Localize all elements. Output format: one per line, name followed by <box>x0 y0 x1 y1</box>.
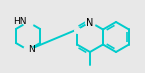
Text: N: N <box>29 45 35 55</box>
Text: HN: HN <box>13 18 27 26</box>
Text: N: N <box>86 18 94 28</box>
